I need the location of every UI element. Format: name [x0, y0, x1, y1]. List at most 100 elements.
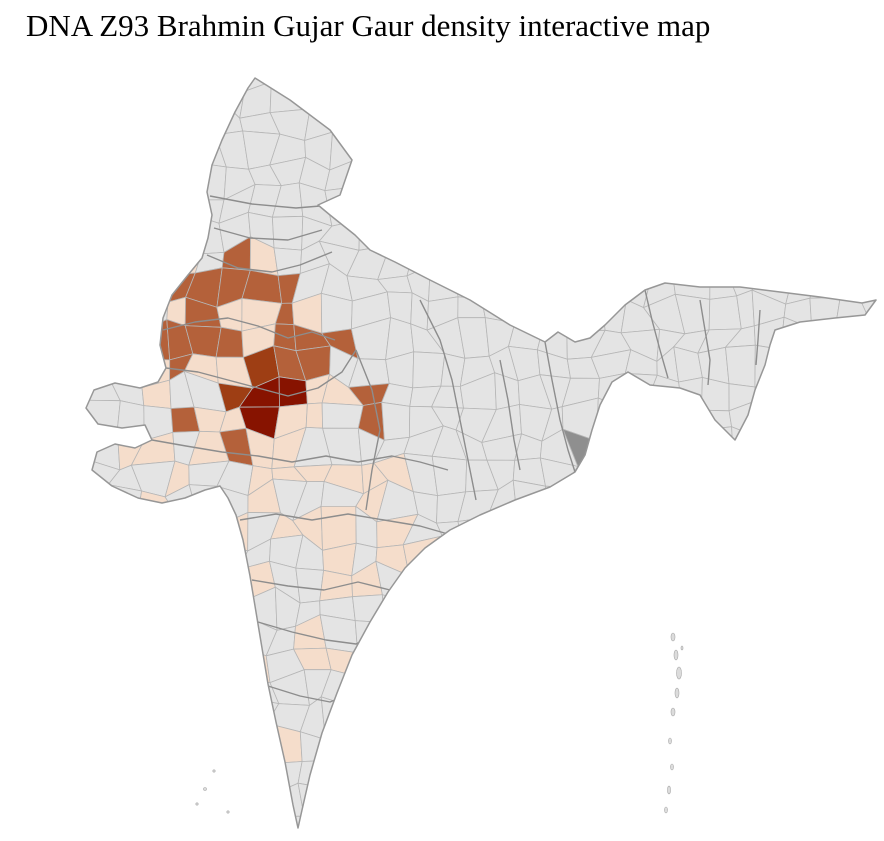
- district-cell[interactable]: [681, 784, 715, 813]
- district-cell[interactable]: [623, 459, 661, 487]
- district-cell[interactable]: [782, 154, 818, 197]
- district-cell[interactable]: [295, 567, 325, 604]
- district-cell[interactable]: [821, 378, 844, 411]
- district-cell[interactable]: [431, 751, 470, 787]
- district-cell[interactable]: [429, 248, 465, 278]
- district-cell[interactable]: [404, 725, 434, 767]
- district-cell[interactable]: [597, 676, 628, 708]
- district-cell[interactable]: [645, 215, 689, 254]
- district-cell[interactable]: [438, 837, 458, 841]
- district-cell[interactable]: [676, 215, 712, 254]
- district-cell[interactable]: [730, 100, 757, 146]
- district-cell[interactable]: [870, 483, 884, 510]
- district-cell[interactable]: [381, 401, 411, 441]
- district-cell[interactable]: [157, 534, 190, 579]
- district-cell[interactable]: [649, 163, 685, 199]
- district-cell[interactable]: [104, 781, 146, 816]
- district-cell[interactable]: [426, 588, 472, 621]
- district-cell[interactable]: [784, 758, 816, 790]
- district-cell[interactable]: [645, 506, 688, 548]
- district-cell[interactable]: [758, 481, 785, 523]
- district-cell[interactable]: [297, 782, 333, 817]
- district-cell[interactable]: [400, 618, 439, 656]
- district-cell[interactable]: [426, 48, 471, 87]
- district-cell[interactable]: [58, 164, 90, 198]
- district-cell[interactable]: [833, 133, 862, 173]
- district-cell[interactable]: [483, 682, 521, 704]
- district-cell[interactable]: [515, 625, 539, 648]
- district-cell[interactable]: [596, 753, 624, 794]
- district-cell[interactable]: [481, 271, 527, 301]
- district-cell[interactable]: [513, 750, 548, 782]
- district-cell[interactable]: [353, 57, 385, 90]
- district-cell[interactable]: [239, 81, 272, 119]
- district-cell[interactable]: [811, 327, 851, 354]
- district-cell[interactable]: [87, 163, 110, 198]
- district-cell[interactable]: [726, 643, 767, 687]
- district-cell[interactable]: [78, 111, 115, 137]
- district-cell[interactable]: [836, 236, 874, 272]
- district-cell[interactable]: [730, 507, 769, 545]
- district-cell[interactable]: [219, 695, 254, 740]
- district-cell[interactable]: [778, 108, 821, 137]
- district-cell[interactable]: [58, 134, 91, 173]
- district-cell[interactable]: [431, 726, 473, 756]
- district-cell[interactable]: [671, 807, 715, 841]
- district-cell[interactable]: [130, 674, 174, 713]
- district-cell[interactable]: [239, 695, 280, 740]
- district-cell[interactable]: [779, 596, 816, 623]
- district-cell[interactable]: [543, 520, 572, 543]
- district-cell[interactable]: [806, 242, 839, 272]
- district-cell[interactable]: [858, 614, 884, 659]
- district-cell[interactable]: [562, 185, 601, 219]
- district-cell[interactable]: [562, 486, 606, 522]
- district-cell[interactable]: [645, 775, 685, 813]
- district-cell[interactable]: [620, 574, 657, 605]
- district-cell[interactable]: [681, 427, 708, 466]
- district-cell[interactable]: [441, 535, 464, 576]
- district-cell[interactable]: [837, 425, 876, 468]
- district-cell[interactable]: [358, 217, 391, 251]
- district-cell[interactable]: [77, 805, 118, 836]
- district-cell[interactable]: [66, 52, 92, 91]
- district-cell[interactable]: [700, 61, 733, 87]
- district-cell[interactable]: [162, 82, 199, 117]
- district-cell[interactable]: [754, 400, 796, 441]
- district-cell[interactable]: [193, 101, 225, 144]
- district-cell[interactable]: [699, 536, 743, 571]
- district-cell[interactable]: [860, 709, 884, 734]
- district-cell[interactable]: [861, 189, 884, 224]
- district-cell[interactable]: [103, 536, 134, 564]
- district-cell[interactable]: [563, 784, 598, 812]
- district-cell[interactable]: [508, 567, 552, 600]
- district-cell[interactable]: [596, 782, 623, 817]
- district-cell[interactable]: [860, 101, 884, 142]
- district-cell[interactable]: [353, 186, 388, 221]
- district-cell[interactable]: [51, 645, 95, 677]
- district-cell[interactable]: [754, 435, 785, 470]
- district-cell[interactable]: [669, 565, 711, 597]
- district-cell[interactable]: [57, 265, 89, 298]
- district-cell[interactable]: [354, 143, 380, 161]
- district-cell[interactable]: [481, 48, 512, 91]
- district-cell[interactable]: [404, 574, 443, 603]
- district-cell[interactable]: [809, 574, 846, 597]
- district-cell[interactable]: [751, 561, 797, 605]
- district-cell[interactable]: [758, 518, 791, 545]
- district-cell[interactable]: [109, 562, 143, 606]
- district-cell[interactable]: [441, 674, 470, 710]
- district-cell[interactable]: [753, 135, 794, 156]
- district-cell[interactable]: [725, 236, 765, 271]
- district-cell[interactable]: [462, 209, 492, 254]
- district-cell[interactable]: [588, 810, 631, 835]
- district-cell[interactable]: [320, 696, 354, 741]
- district-cell[interactable]: [104, 805, 145, 841]
- district-cell[interactable]: [51, 668, 95, 708]
- district-cell[interactable]: [844, 533, 874, 576]
- district-cell[interactable]: [319, 614, 359, 654]
- district-cell[interactable]: [80, 700, 120, 739]
- district-cell[interactable]: [247, 722, 269, 765]
- district-cell[interactable]: [110, 300, 136, 336]
- district-cell[interactable]: [590, 532, 635, 576]
- district-cell[interactable]: [52, 752, 77, 783]
